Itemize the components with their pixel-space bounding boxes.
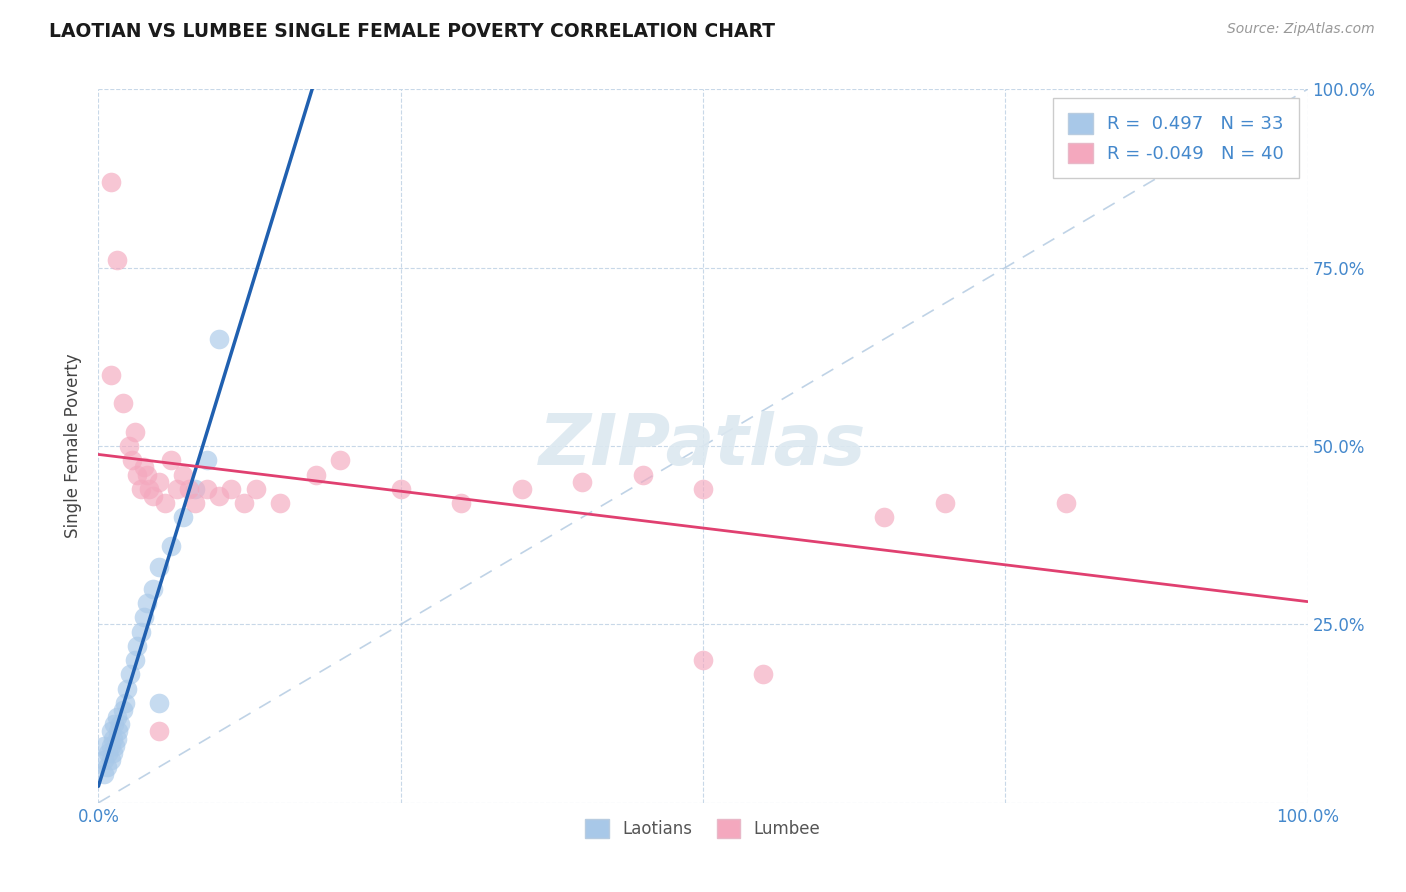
Point <box>934 496 956 510</box>
Point <box>195 482 218 496</box>
Point <box>124 425 146 439</box>
Point <box>221 482 243 496</box>
Point <box>184 482 207 496</box>
Point <box>571 475 593 489</box>
Point <box>105 731 128 746</box>
Point <box>160 453 183 467</box>
Point <box>100 175 122 189</box>
Point <box>389 482 412 496</box>
Point <box>121 453 143 467</box>
Point <box>208 332 231 346</box>
Point <box>148 696 170 710</box>
Point <box>172 467 194 482</box>
Point <box>111 703 134 717</box>
Point <box>160 539 183 553</box>
Point <box>135 596 157 610</box>
Point <box>692 653 714 667</box>
Point <box>873 510 896 524</box>
Point <box>129 482 152 496</box>
Point <box>305 467 328 482</box>
Point <box>93 753 115 767</box>
Point <box>129 624 152 639</box>
Text: LAOTIAN VS LUMBEE SINGLE FEMALE POVERTY CORRELATION CHART: LAOTIAN VS LUMBEE SINGLE FEMALE POVERTY … <box>49 22 775 41</box>
Point <box>329 453 352 467</box>
Point <box>153 496 176 510</box>
Point <box>752 667 775 681</box>
Point <box>105 253 128 268</box>
Point <box>510 482 533 496</box>
Point <box>127 639 149 653</box>
Point <box>103 717 125 731</box>
Point <box>101 731 124 746</box>
Point <box>100 368 122 382</box>
Point <box>172 510 194 524</box>
Point <box>101 746 124 760</box>
Point <box>135 467 157 482</box>
Point <box>97 746 120 760</box>
Point <box>107 724 129 739</box>
Point <box>100 739 122 753</box>
Point <box>100 724 122 739</box>
Point <box>148 560 170 574</box>
Point <box>96 760 118 774</box>
Point <box>142 582 165 596</box>
Point <box>111 396 134 410</box>
Point <box>179 482 201 496</box>
Point <box>134 460 156 475</box>
Point <box>114 696 136 710</box>
Point <box>166 482 188 496</box>
Point <box>631 467 654 482</box>
Point <box>1054 496 1077 510</box>
Point <box>245 482 267 496</box>
Point <box>232 496 254 510</box>
Point <box>148 475 170 489</box>
Point <box>142 489 165 503</box>
Y-axis label: Single Female Poverty: Single Female Poverty <box>65 354 83 538</box>
Text: ZIPatlas: ZIPatlas <box>540 411 866 481</box>
Point <box>138 482 160 496</box>
Point <box>118 667 141 681</box>
Text: Source: ZipAtlas.com: Source: ZipAtlas.com <box>1227 22 1375 37</box>
Point <box>104 739 127 753</box>
Point <box>117 681 139 696</box>
Legend: Laotians, Lumbee: Laotians, Lumbee <box>579 812 827 845</box>
Point <box>100 753 122 767</box>
Point <box>93 739 115 753</box>
Point <box>127 467 149 482</box>
Point <box>450 496 472 510</box>
Point <box>118 439 141 453</box>
Point <box>269 496 291 510</box>
Point <box>692 482 714 496</box>
Point <box>134 610 156 624</box>
Point <box>208 489 231 503</box>
Point <box>124 653 146 667</box>
Point <box>105 710 128 724</box>
Point <box>184 496 207 510</box>
Point <box>195 453 218 467</box>
Point <box>148 724 170 739</box>
Point <box>93 767 115 781</box>
Point <box>108 717 131 731</box>
